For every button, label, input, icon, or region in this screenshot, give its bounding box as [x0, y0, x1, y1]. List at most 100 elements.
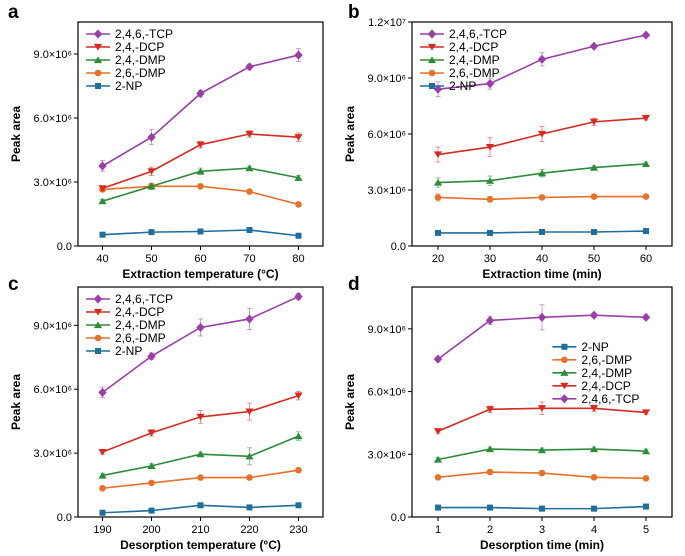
legend-marker — [94, 334, 102, 342]
legend-marker — [560, 394, 569, 404]
y-axis-title: Peak area — [9, 106, 23, 162]
x-tick-label: 40 — [536, 253, 548, 265]
data-point — [98, 387, 107, 398]
data-point — [590, 193, 598, 200]
data-point — [148, 479, 155, 487]
x-tick-label: 60 — [640, 253, 652, 265]
data-point — [196, 450, 205, 458]
data-point — [147, 351, 156, 361]
data-point — [435, 504, 441, 511]
panel-letter-c: c — [8, 274, 19, 295]
data-point — [485, 315, 495, 326]
data-point — [294, 134, 303, 141]
data-point — [295, 502, 302, 509]
data-point — [434, 194, 442, 201]
data-point — [643, 503, 649, 510]
data-point — [486, 196, 494, 203]
legend-marker — [93, 321, 103, 329]
x-axis-title: Desorption temperature (°C) — [120, 538, 281, 552]
legend-label: 2-NP — [115, 344, 142, 358]
data-point — [148, 229, 155, 236]
data-point — [98, 185, 107, 192]
data-point — [537, 169, 547, 177]
legend-marker — [561, 343, 568, 350]
data-point — [591, 229, 597, 235]
legend-marker — [93, 294, 103, 304]
y-tick-label: 6.0×10⁶ — [368, 129, 406, 141]
x-tick-label: 50 — [145, 253, 157, 265]
data-point — [294, 174, 303, 181]
panel-b: b 20 30 40 50 60 0.0 3.0×10⁶ 6.0×10⁶ 9.0×10⁶ 1.2×1… — [343, 2, 673, 281]
panel-letter-d: d — [348, 274, 360, 295]
series-line — [102, 394, 299, 453]
data-point — [641, 115, 651, 122]
data-point — [433, 428, 443, 435]
y-tick-label: 0.0 — [57, 241, 72, 253]
data-point — [196, 141, 205, 149]
data-point — [642, 475, 650, 482]
y-tick-label: 0.0 — [391, 241, 406, 253]
legend-label: 2,4,-DCP — [115, 305, 164, 319]
legend-marker — [427, 43, 437, 51]
data-point — [641, 409, 651, 417]
y-tick-label: 9.0×10⁶ — [368, 324, 406, 336]
legend-label: 2,6,-DMP — [581, 353, 632, 367]
x-tick-label: 3 — [539, 524, 545, 536]
data-point — [196, 322, 205, 333]
data-point — [485, 143, 495, 151]
x-tick-label: 210 — [191, 524, 209, 536]
data-point — [98, 197, 107, 205]
legend-label: 2-NP — [115, 79, 142, 93]
data-point — [246, 188, 253, 195]
data-point — [246, 227, 253, 233]
data-point — [538, 469, 546, 477]
data-point — [589, 164, 599, 171]
data-point — [641, 30, 651, 40]
data-point — [538, 194, 546, 201]
legend-label: 2,4,6,-TCP — [581, 392, 639, 406]
data-point — [591, 505, 597, 512]
legend-label: 2,4,6,-TCP — [115, 292, 173, 306]
data-point — [148, 507, 155, 514]
data-point — [98, 471, 107, 479]
legend-marker — [95, 348, 101, 354]
x-tick-label: 30 — [484, 253, 496, 265]
y-tick-label: 6.0×10⁶ — [34, 384, 72, 396]
y-tick-label: 3.0×10⁶ — [368, 185, 406, 197]
x-tick-label: 80 — [292, 253, 304, 265]
data-point — [485, 445, 495, 453]
data-point — [537, 446, 547, 454]
legend-marker — [427, 29, 437, 39]
y-tick-label: 6.0×10⁶ — [34, 113, 72, 125]
data-point — [433, 84, 443, 94]
data-point — [295, 232, 302, 239]
data-point — [98, 448, 107, 456]
data-point — [589, 118, 599, 126]
data-point — [486, 468, 494, 476]
y-tick-label: 3.0×10⁶ — [368, 449, 406, 461]
data-point — [245, 314, 254, 324]
data-point — [197, 474, 204, 481]
legend-marker — [560, 369, 569, 376]
y-tick-label: 9.0×10⁶ — [34, 49, 72, 61]
data-point — [539, 229, 545, 235]
legend-label: 2,4,-DCP — [581, 379, 630, 393]
data-point — [641, 160, 651, 167]
data-point — [99, 484, 106, 492]
data-point — [435, 229, 441, 236]
legend-label: 2,4,-DMP — [581, 366, 632, 380]
y-axis-title: Peak area — [9, 374, 23, 430]
legend-marker — [93, 43, 103, 51]
legend-marker — [93, 29, 103, 39]
data-point — [589, 405, 599, 412]
legend-marker — [427, 56, 437, 64]
data-point — [147, 132, 156, 142]
data-point — [197, 502, 204, 509]
data-point — [294, 50, 303, 60]
x-tick-label: 230 — [289, 524, 307, 536]
x-axis-title: Extraction time (min) — [482, 267, 601, 281]
